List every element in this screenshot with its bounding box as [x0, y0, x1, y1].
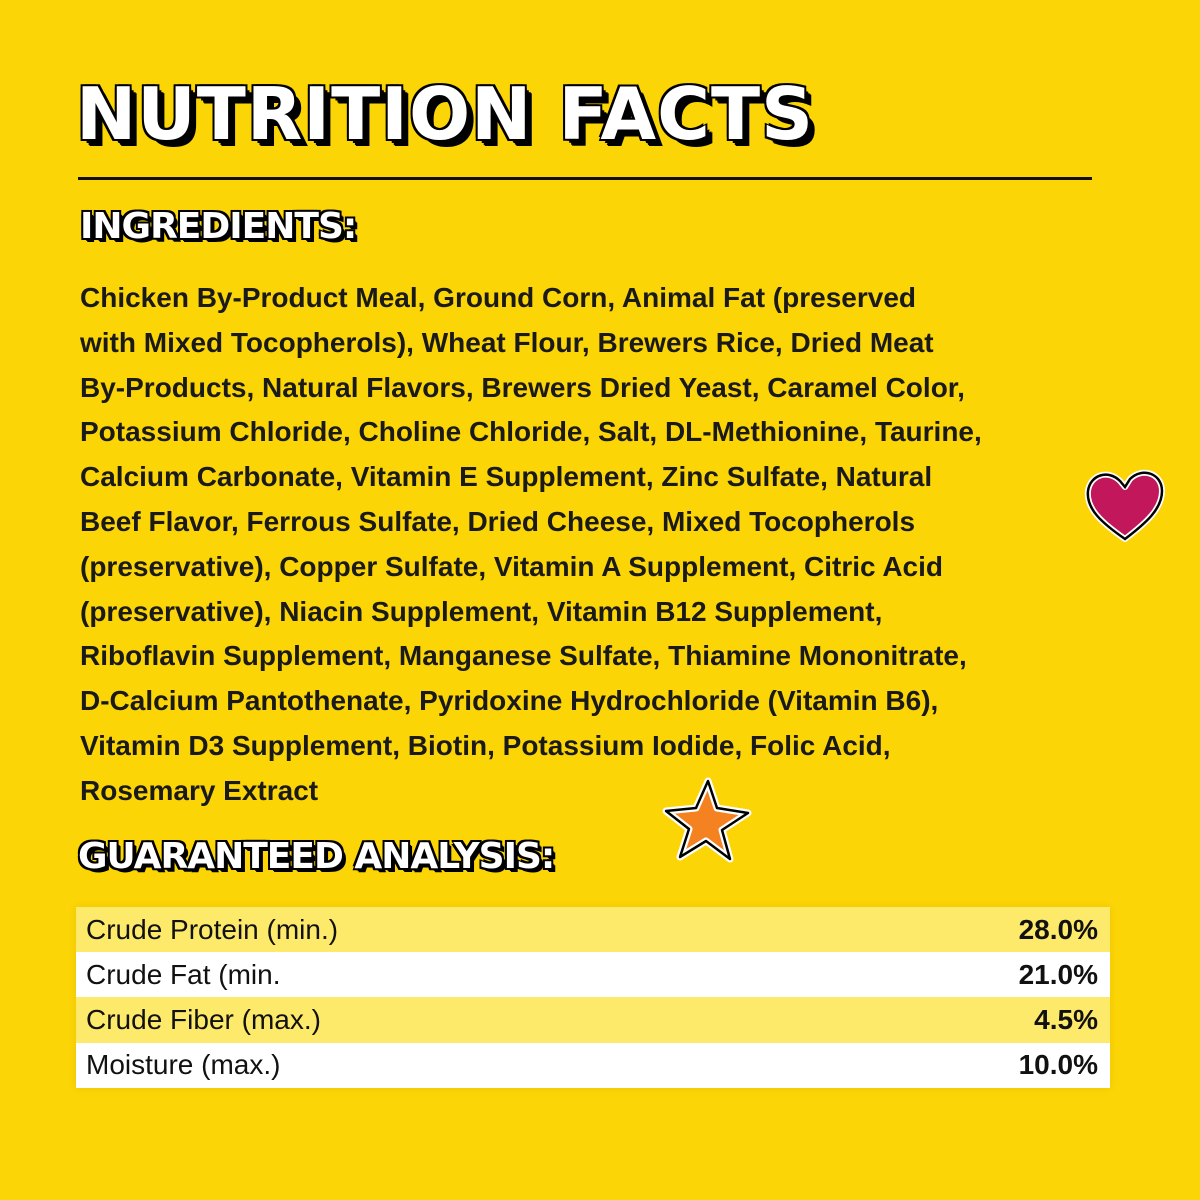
ingredients-line: Riboflavin Supplement, Manganese Sulfate… — [80, 640, 967, 672]
ingredients-line: Beef Flavor, Ferrous Sulfate, Dried Chee… — [80, 505, 916, 537]
ingredients-line: Calcium Carbonate, Vitamin E Supplement,… — [80, 461, 933, 493]
ingredients-line: Potassium Chloride, Choline Chloride, Sa… — [80, 416, 982, 448]
nutrient-value: 21.0% — [1018, 958, 1098, 990]
nutrient-label: Moisture (max.) — [86, 1049, 281, 1081]
nutrient-value: 10.0% — [1018, 1049, 1098, 1081]
nutrient-label: Crude Fiber (max.) — [86, 1003, 321, 1035]
nutrient-label: Crude Protein (min.) — [86, 913, 339, 945]
title-divider — [78, 177, 1092, 180]
table-row: Crude Fiber (max.) 4.5% — [76, 997, 1110, 1043]
table-row: Moisture (max.) 10.0% — [76, 1042, 1110, 1088]
ingredients-line: By-Products, Natural Flavors, Brewers Dr… — [80, 371, 965, 403]
ingredients-heading: INGREDIENTS: — [79, 205, 358, 248]
nutrient-value: 4.5% — [1034, 1003, 1098, 1035]
guaranteed-analysis-heading: GUARANTEED ANALYSIS: — [77, 835, 556, 878]
ingredients-line: Rosemary Extract — [80, 774, 319, 806]
star-icon — [662, 777, 752, 863]
nutrient-label: Crude Fat (min. — [86, 958, 281, 990]
analysis-table: Crude Protein (min.) 28.0% Crude Fat (mi… — [76, 907, 1110, 1088]
ingredients-line: D-Calcium Pantothenate, Pyridoxine Hydro… — [80, 685, 939, 717]
ingredients-line: with Mixed Tocopherols), Wheat Flour, Br… — [80, 326, 934, 358]
ingredients-line: (preservative), Niacin Supplement, Vitam… — [80, 595, 883, 627]
page-title: NUTRITION FACTS — [75, 71, 814, 157]
table-row: Crude Fat (min. 21.0% — [76, 952, 1110, 998]
heart-icon — [1084, 469, 1165, 542]
ingredients-line: Chicken By-Product Meal, Ground Corn, An… — [80, 282, 916, 313]
ingredients-list: Chicken By-Product Meal, Ground Corn, An… — [80, 276, 982, 814]
ingredients-line: (preservative), Copper Sulfate, Vitamin … — [80, 550, 944, 582]
table-row: Crude Protein (min.) 28.0% — [76, 907, 1110, 953]
ingredients-line: Vitamin D3 Supplement, Biotin, Potassium… — [80, 729, 891, 761]
nutrient-value: 28.0% — [1018, 913, 1098, 945]
